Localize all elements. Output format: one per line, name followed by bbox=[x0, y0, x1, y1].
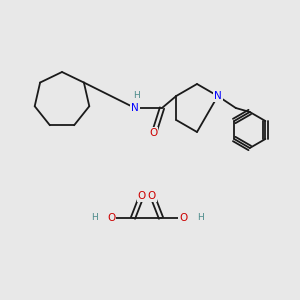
Text: O: O bbox=[179, 213, 187, 223]
Text: O: O bbox=[148, 191, 156, 201]
Text: O: O bbox=[149, 128, 157, 138]
Text: N: N bbox=[214, 91, 222, 101]
Text: H: H bbox=[196, 214, 203, 223]
Text: O: O bbox=[138, 191, 146, 201]
Text: O: O bbox=[107, 213, 115, 223]
Text: N: N bbox=[131, 103, 139, 113]
Text: H: H bbox=[134, 92, 140, 100]
Text: H: H bbox=[91, 214, 98, 223]
